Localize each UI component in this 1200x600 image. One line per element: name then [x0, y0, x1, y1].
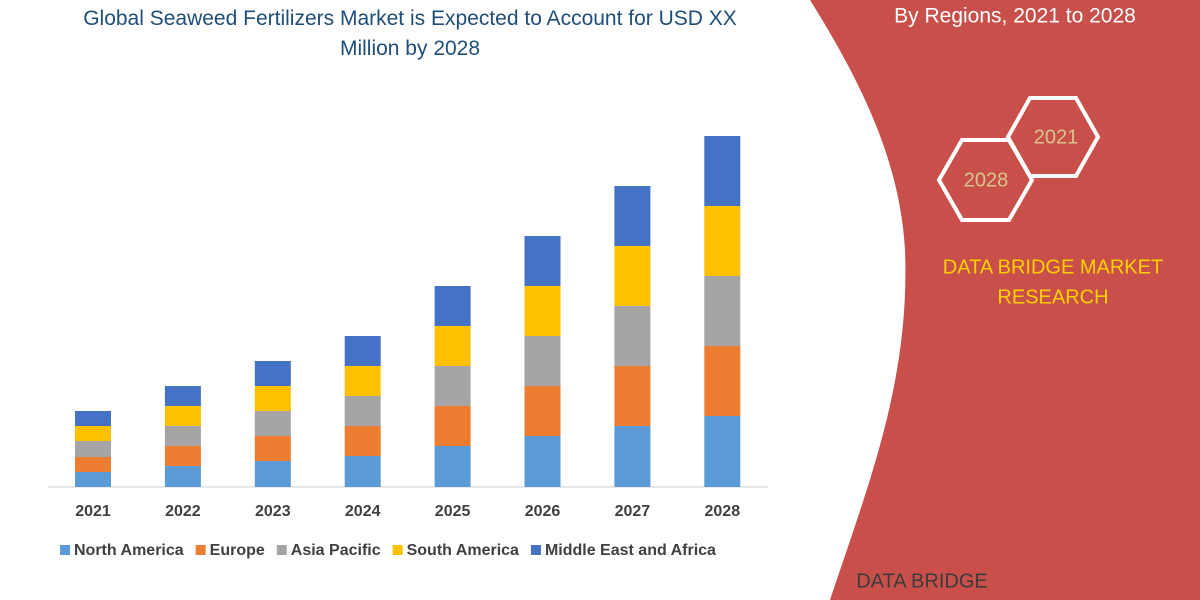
bar-segment [614, 246, 651, 306]
bar-segment [704, 206, 741, 276]
x-tick-label: 2023 [255, 503, 291, 520]
legend-swatch [530, 545, 541, 555]
bar-segment [164, 406, 201, 426]
bar-segment [75, 472, 111, 487]
legend-label: Europe [210, 542, 265, 559]
bar-segment [344, 396, 381, 426]
bar-segment [344, 336, 381, 366]
x-tick-label: 2026 [525, 503, 561, 520]
bar-segment [524, 386, 561, 436]
hexagon-label: 2021 [1034, 126, 1079, 148]
x-tick-label: 2024 [345, 503, 381, 520]
bar-segment [614, 306, 651, 366]
legend-label: South America [407, 542, 519, 559]
bar-segment [254, 361, 291, 386]
bar-segment [164, 386, 201, 406]
x-tick-label: 2025 [435, 503, 471, 520]
bar-segment [254, 386, 291, 411]
bar-segment [75, 411, 111, 426]
legend-swatch [392, 545, 403, 555]
legend-swatch [60, 545, 70, 555]
x-tick-label: 2022 [165, 503, 201, 520]
bar-segment [344, 366, 381, 396]
bar-segment [75, 426, 111, 441]
bar-segment [75, 441, 111, 457]
legend-swatch [276, 545, 287, 555]
hexagon-label: 2028 [964, 169, 1009, 191]
bar-segment [434, 326, 471, 366]
chart-title: Global Seaweed Fertilizers Market is Exp… [83, 7, 737, 60]
bar-segment [704, 136, 741, 206]
logo-text: DATA BRIDGE [856, 570, 988, 592]
side-panel [810, 0, 1200, 600]
bar-segment [254, 411, 291, 436]
bar-segment [524, 436, 561, 487]
brand-text: DATA BRIDGE MARKET [943, 256, 1163, 278]
bar-segment [524, 286, 561, 336]
brand-text: RESEARCH [997, 286, 1108, 308]
bar-segment [164, 466, 201, 487]
bar-segment [254, 461, 291, 487]
hexagon [936, 138, 1035, 222]
legend-label: Middle East and Africa [545, 542, 716, 559]
bar-segment [434, 406, 471, 446]
bar-segment [704, 346, 741, 416]
bar-segment [164, 446, 201, 466]
bar-segment [704, 416, 741, 487]
legend-label: North America [74, 542, 184, 559]
bar-segment [524, 236, 561, 286]
hexagon [1005, 96, 1101, 178]
bar-segment [434, 366, 471, 406]
side-heading: By Regions, 2021 to 2028 [894, 5, 1136, 28]
bar-segment [75, 457, 111, 472]
bar-segment [614, 186, 651, 246]
bar-segment [614, 426, 651, 487]
bar-segment [614, 366, 651, 426]
bar-segment [524, 336, 561, 386]
x-tick-label: 2028 [705, 503, 741, 520]
bar-segment [434, 286, 471, 326]
bar-segment [434, 446, 471, 487]
x-tick-label: 2027 [615, 503, 651, 520]
bar-segment [344, 426, 381, 456]
bar-segment [164, 426, 201, 446]
bar-segment [704, 276, 741, 346]
bar-segment [254, 436, 291, 461]
legend-label: Asia Pacific [291, 542, 381, 559]
x-tick-label: 2021 [75, 503, 111, 520]
legend-swatch [195, 545, 206, 555]
bar-segment [344, 456, 381, 487]
